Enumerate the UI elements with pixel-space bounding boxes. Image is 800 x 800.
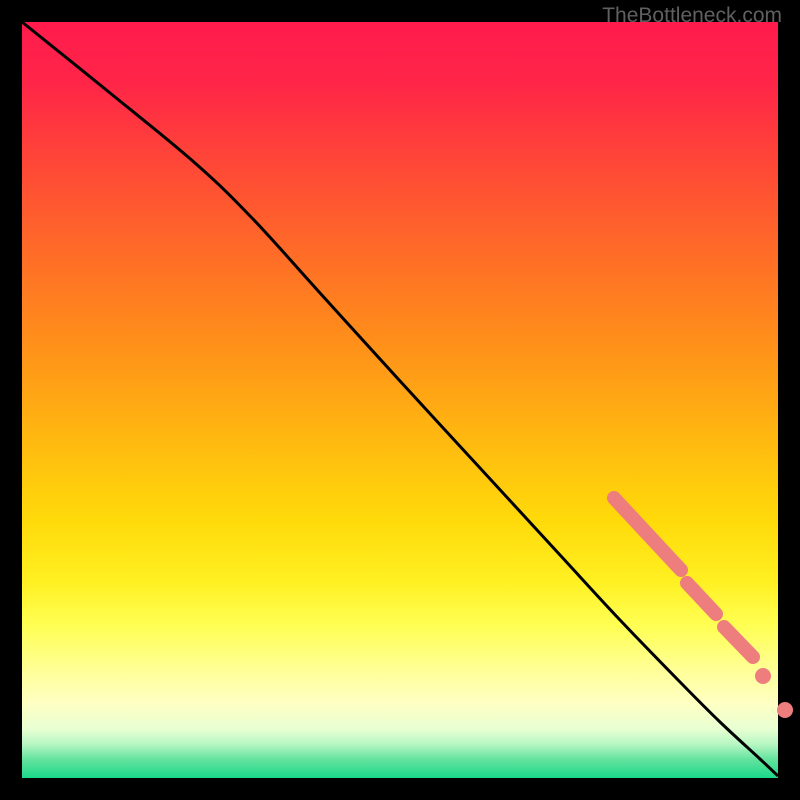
chart-container: TheBottleneck.com — [0, 0, 800, 800]
bottleneck-chart — [0, 0, 800, 800]
attribution-text: TheBottleneck.com — [602, 4, 782, 28]
